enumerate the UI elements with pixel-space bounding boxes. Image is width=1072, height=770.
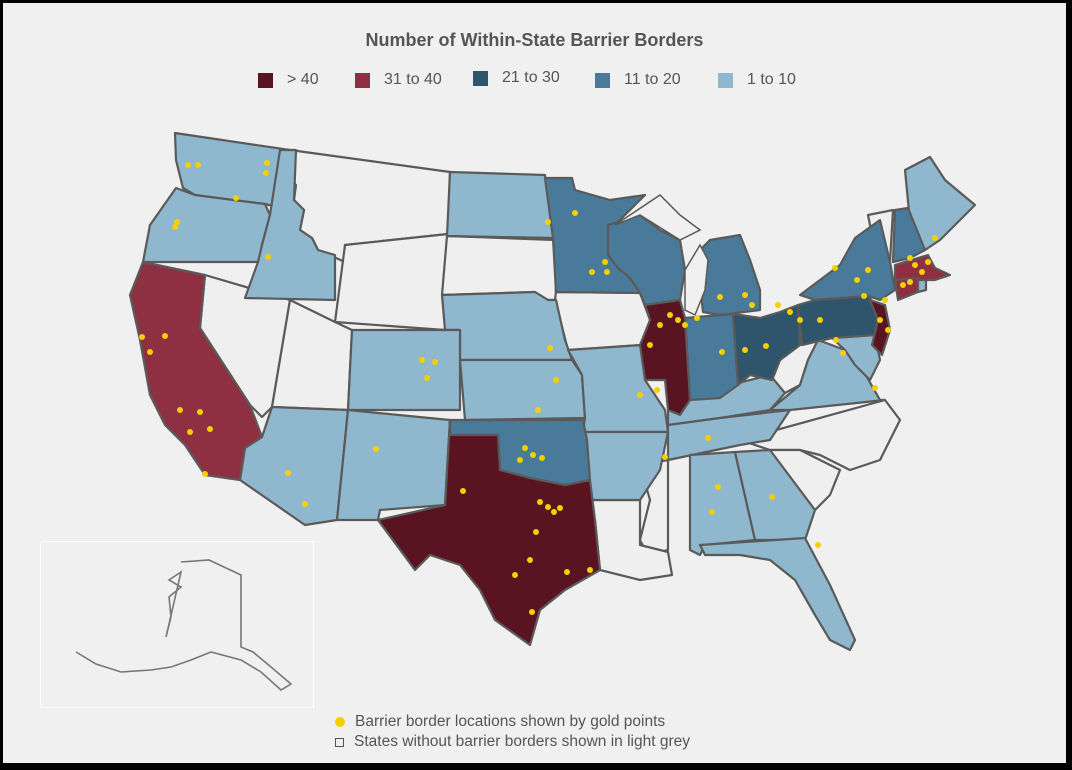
legend-item-1-10: 1 to 10 [718, 71, 796, 89]
state-south-dakota [440, 234, 558, 302]
legend-swatch [258, 72, 273, 88]
legend-swatch [355, 72, 370, 88]
state-wyoming [333, 232, 450, 332]
us-map [128, 131, 977, 652]
state-north-dakota [445, 170, 555, 240]
state-new-mexico [335, 408, 452, 522]
lake-superior [614, 194, 702, 241]
state-new-york [798, 218, 897, 302]
legend-swatch [595, 72, 610, 88]
footnote: Barrier border locations shown by gold p… [333, 712, 690, 752]
legend-item-gt40: > 40 [258, 71, 319, 89]
state-kansas [458, 358, 587, 422]
alaska-outline [75, 559, 293, 691]
state-california [128, 260, 264, 482]
legend-label: > 40 [287, 71, 319, 88]
footnote-points: Barrier border locations shown by gold p… [333, 712, 690, 732]
alaska-inset [40, 541, 314, 708]
state-florida [698, 536, 857, 652]
state-colorado [346, 328, 462, 412]
footnote-grey: States without barrier borders shown in … [333, 732, 690, 752]
state-tennessee [666, 408, 792, 462]
legend-swatch [718, 72, 733, 88]
state-connecticut [893, 276, 920, 302]
state-illinois [638, 298, 692, 417]
legend-item-31-40: 31 to 40 [355, 71, 442, 89]
map-figure: Number of Within-State Barrier Borders >… [3, 3, 1066, 763]
legend-label: 1 to 10 [747, 71, 796, 88]
legend-item-21-30: 21 to 30 [473, 69, 560, 87]
great-lakes [614, 194, 709, 317]
legend-label: 11 to 20 [624, 71, 681, 88]
lake-michigan [684, 243, 709, 317]
state-iowa [553, 290, 652, 352]
legend-item-11-20: 11 to 20 [595, 71, 681, 89]
state-new-hampshire [891, 206, 927, 264]
state-indiana [683, 312, 740, 402]
footnote-grey-text: States without barrier borders shown in … [354, 733, 690, 750]
legend-label: 21 to 30 [502, 69, 560, 86]
empty-square-icon [335, 737, 344, 747]
gold-point-icon [335, 717, 345, 727]
legend-label: 31 to 40 [384, 71, 442, 88]
state-texas [376, 418, 602, 647]
chart-title: Number of Within-State Barrier Borders [365, 30, 704, 50]
state-georgia [733, 448, 817, 542]
barrier-points [139, 160, 938, 615]
legend-swatch [473, 70, 488, 86]
footnote-points-text: Barrier border locations shown by gold p… [355, 713, 666, 730]
state-idaho [243, 148, 337, 302]
state-nebraska [440, 290, 574, 362]
